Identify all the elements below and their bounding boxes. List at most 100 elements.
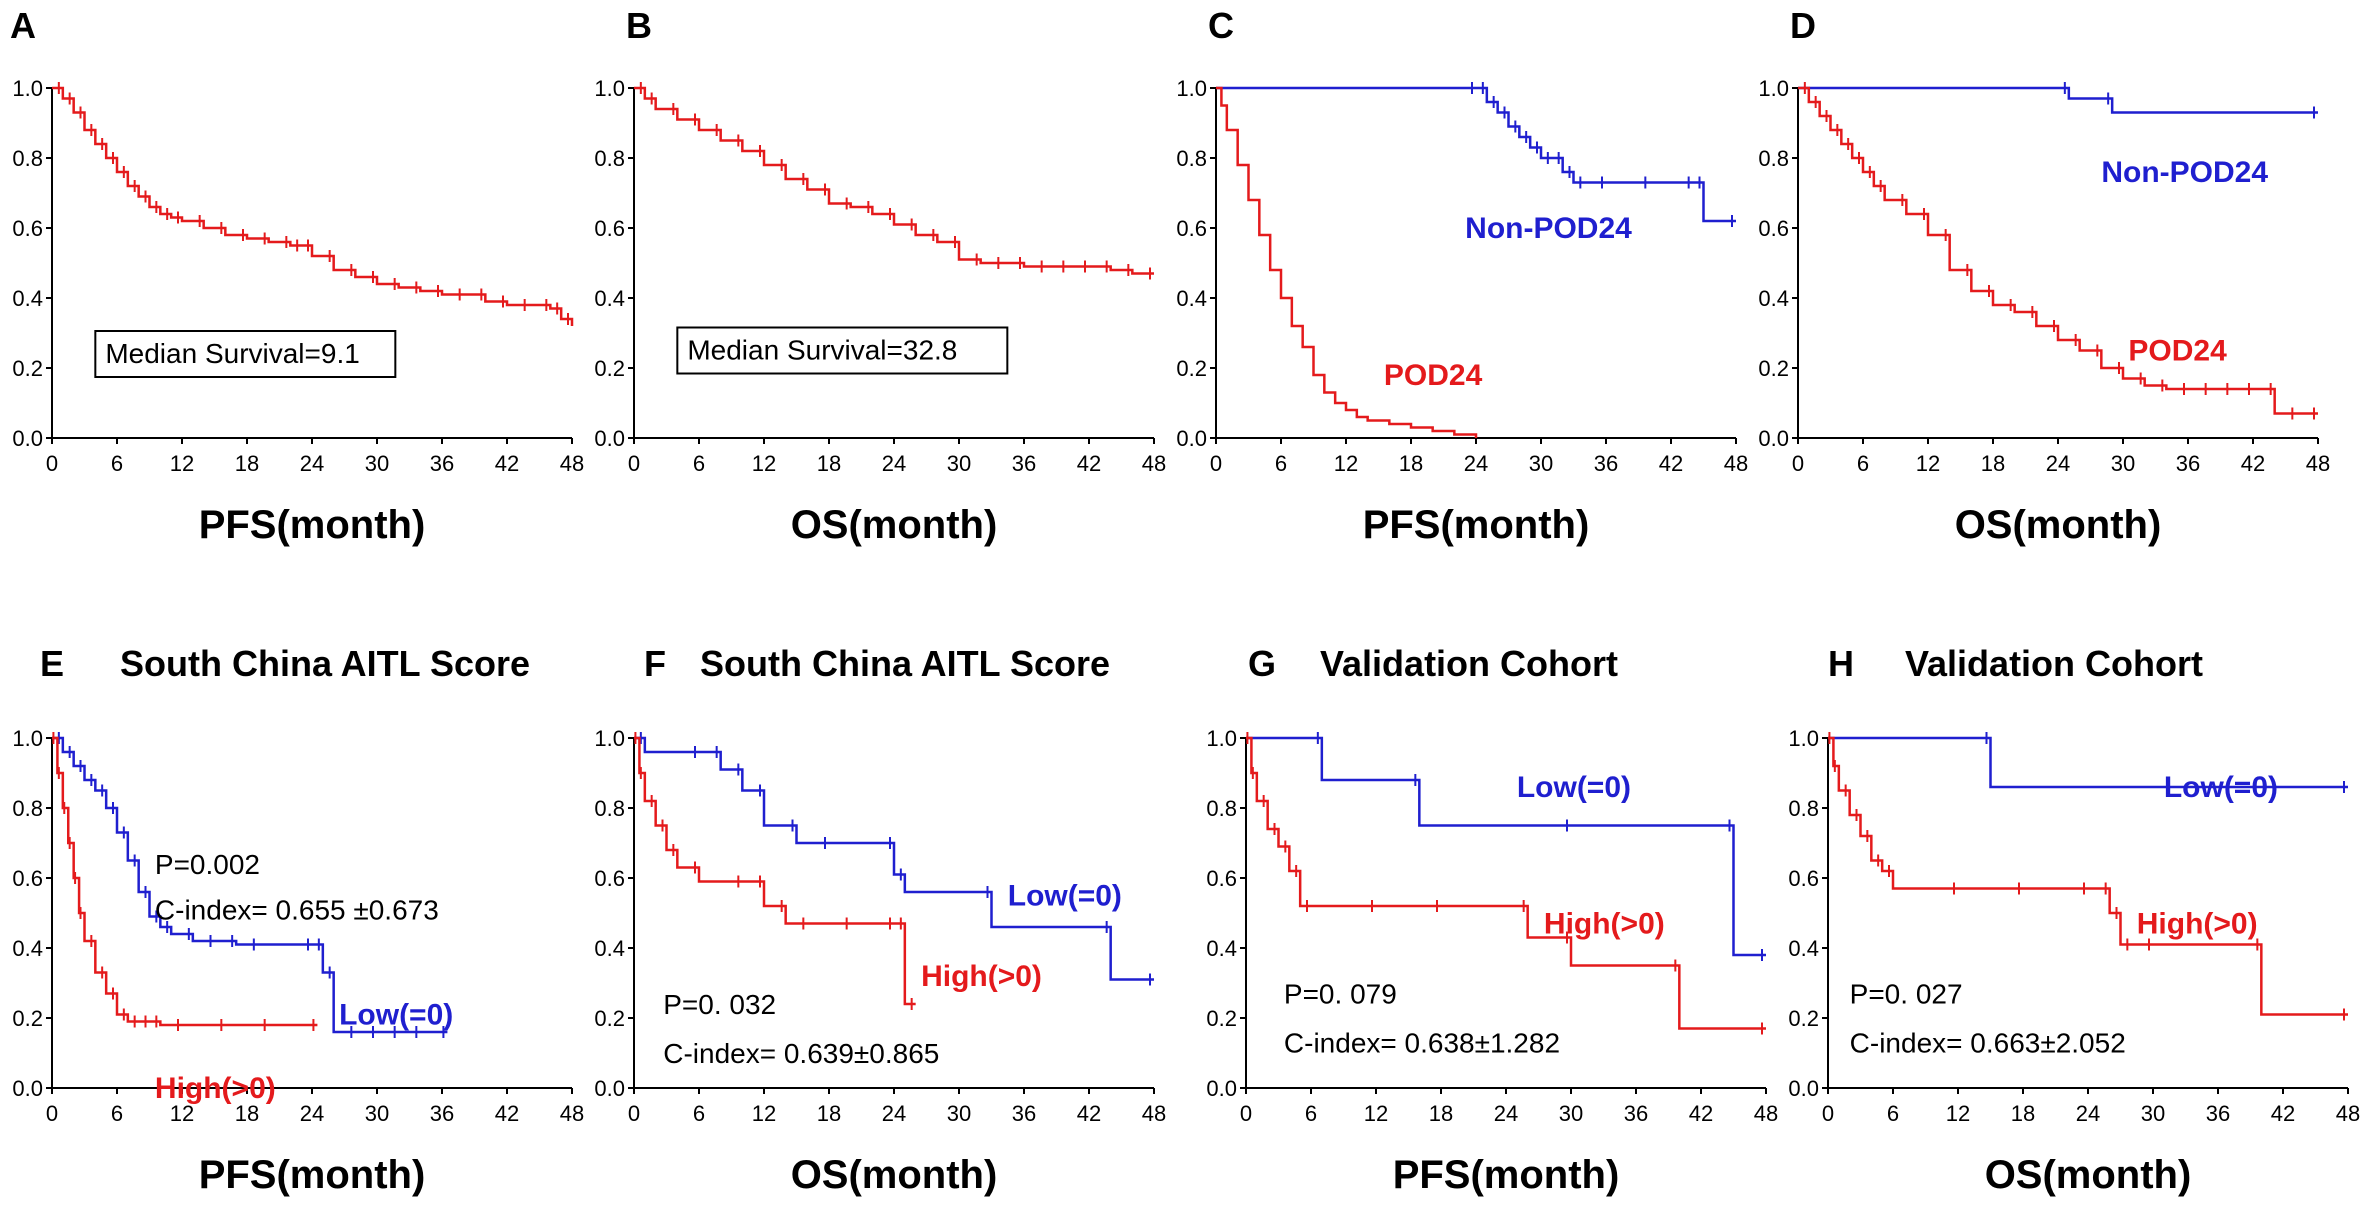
x-tick-label: 42 <box>1689 1101 1713 1126</box>
x-tick-label: 6 <box>693 1101 705 1126</box>
y-tick-label: 0.6 <box>12 216 43 241</box>
x-tick-label: 30 <box>947 451 971 476</box>
y-tick-label: 0.6 <box>1206 866 1237 891</box>
y-tick-label: 1.0 <box>594 76 625 101</box>
x-tick-label: 36 <box>1594 451 1618 476</box>
y-tick-label: 0.8 <box>1758 146 1789 171</box>
y-tick-label: 0.2 <box>1206 1006 1237 1031</box>
x-axis-title: OS(month) <box>791 1153 998 1197</box>
x-tick-label: 18 <box>235 451 259 476</box>
panel-label: F <box>644 643 666 684</box>
x-tick-label: 48 <box>2336 1101 2360 1126</box>
x-tick-label: 0 <box>1792 451 1804 476</box>
x-axis-title: PFS(month) <box>1393 1153 1620 1197</box>
y-tick-label: 0.0 <box>1206 1076 1237 1101</box>
y-tick-label: 1.0 <box>1758 76 1789 101</box>
x-tick-label: 12 <box>170 451 194 476</box>
y-tick-label: 0.8 <box>12 796 43 821</box>
y-tick-label: 1.0 <box>1206 726 1237 751</box>
x-tick-label: 36 <box>430 451 454 476</box>
x-tick-label: 18 <box>235 1101 259 1126</box>
x-tick-label: 42 <box>1659 451 1683 476</box>
x-tick-label: 0 <box>628 1101 640 1126</box>
y-tick-label: 0.6 <box>594 866 625 891</box>
x-tick-label: 0 <box>628 451 640 476</box>
x-tick-label: 12 <box>170 1101 194 1126</box>
km-curve-low-0- <box>1246 736 1766 957</box>
x-tick-label: 42 <box>1077 1101 1101 1126</box>
panel-label: E <box>40 643 64 684</box>
panel-c: C 0.0 0.2 0.4 0.6 0.8 1.0 0 6 12 18 24 30 36 42 48 PFS(m… <box>1176 5 1748 547</box>
km-curve-low-0- <box>52 736 448 1034</box>
panel-title: South China AITL Score <box>120 643 530 684</box>
x-tick-label: 42 <box>2271 1101 2295 1126</box>
y-tick-label: 0.6 <box>1788 866 1819 891</box>
y-tick-label: 0.2 <box>12 356 43 381</box>
c-index-label: C-index= 0.655 ±0.673 <box>155 895 439 926</box>
y-tick-label: 0.8 <box>594 146 625 171</box>
x-tick-label: 30 <box>2111 451 2135 476</box>
km-curve-all <box>634 86 1154 275</box>
panel-label: B <box>626 5 652 46</box>
x-tick-label: 48 <box>560 1101 584 1126</box>
y-tick-label: 0.0 <box>1788 1076 1819 1101</box>
c-index-label: C-index= 0.638±1.282 <box>1284 1028 1560 1059</box>
x-tick-label: 18 <box>1399 451 1423 476</box>
x-tick-label: 24 <box>2076 1101 2100 1126</box>
y-tick-label: 0.2 <box>1788 1006 1819 1031</box>
c-index-label: C-index= 0.639±0.865 <box>663 1038 939 1069</box>
p-value-label: P=0. 027 <box>1850 979 1963 1010</box>
panel-f: F South China AITL Score 0.0 0.2 0.4 0.6 0.8 1.… <box>594 643 1166 1197</box>
group-label: Non-POD24 <box>2101 156 2268 189</box>
group-label: Non-POD24 <box>1465 212 1632 245</box>
x-tick-label: 6 <box>111 1101 123 1126</box>
km-curve-non-pod24 <box>1216 86 1736 223</box>
x-tick-label: 48 <box>2306 451 2330 476</box>
y-tick-label: 0.0 <box>12 426 43 451</box>
y-tick-label: 0.2 <box>12 1006 43 1031</box>
x-tick-label: 24 <box>2046 451 2070 476</box>
median-survival-label: Median Survival=32.8 <box>687 335 957 366</box>
x-tick-label: 24 <box>882 1101 906 1126</box>
group-label: High(>0) <box>921 960 1042 993</box>
x-tick-label: 24 <box>1464 451 1488 476</box>
x-tick-label: 0 <box>1210 451 1222 476</box>
y-tick-label: 0.4 <box>1758 286 1789 311</box>
km-curve-pod24 <box>1798 86 2318 415</box>
panel-d: D 0.0 0.2 0.4 0.6 0.8 1.0 0 6 12 18 24 30 36 42 48 OS(mo… <box>1758 5 2330 547</box>
x-tick-label: 30 <box>1529 451 1553 476</box>
y-tick-label: 0.6 <box>594 216 625 241</box>
km-curve-high-0- <box>1246 736 1766 1030</box>
panel-label: H <box>1828 643 1854 684</box>
x-tick-label: 48 <box>1142 1101 1166 1126</box>
y-tick-label: 0.4 <box>1176 286 1207 311</box>
x-tick-label: 48 <box>560 451 584 476</box>
x-tick-label: 12 <box>1946 1101 1970 1126</box>
group-label: High(>0) <box>2137 908 2258 941</box>
group-label: Low(=0) <box>1008 880 1122 913</box>
panel-h: H Validation Cohort 0.0 0.2 0.4 0.6 0.8 1.0 0 6 12… <box>1788 643 2360 1197</box>
x-tick-label: 30 <box>947 1101 971 1126</box>
km-curve-pod24 <box>1216 86 1478 438</box>
y-tick-label: 1.0 <box>594 726 625 751</box>
panel-b: B 0.0 0.2 0.4 0.6 0.8 1.0 0 6 12 18 24 30 36 42 48 OS(mo… <box>594 5 1166 547</box>
panel-label: C <box>1208 5 1234 46</box>
x-tick-label: 42 <box>495 451 519 476</box>
y-tick-label: 0.8 <box>1788 796 1819 821</box>
y-tick-label: 1.0 <box>12 76 43 101</box>
y-tick-label: 0.0 <box>1758 426 1789 451</box>
x-tick-label: 6 <box>1275 451 1287 476</box>
y-tick-label: 0.0 <box>12 1076 43 1101</box>
x-tick-label: 42 <box>2241 451 2265 476</box>
group-label: Low(=0) <box>1517 771 1631 804</box>
x-axis-title: PFS(month) <box>1363 503 1590 547</box>
panel-a: A 0.0 0.2 0.4 0.6 0.8 1.0 0 6 12 18 24 30 36 42 48 PFS(m… <box>10 5 584 547</box>
panel-label: D <box>1790 5 1816 46</box>
y-tick-label: 0.6 <box>1758 216 1789 241</box>
panel-e: E South China AITL Score 0.0 0.2 0.4 0.6 0.8 1.… <box>12 643 584 1197</box>
y-tick-label: 0.2 <box>594 1006 625 1031</box>
y-tick-label: 0.8 <box>594 796 625 821</box>
y-tick-label: 0.8 <box>1176 146 1207 171</box>
y-tick-label: 0.4 <box>594 936 625 961</box>
panel-g: G Validation Cohort 0.0 0.2 0.4 0.6 0.8 1.0 0 6 12… <box>1206 643 1778 1197</box>
